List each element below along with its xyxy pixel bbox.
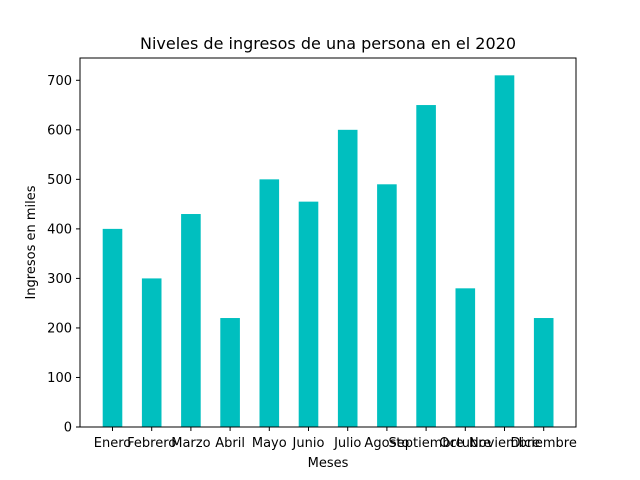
x-axis-label: Meses	[308, 456, 349, 471]
bar-enero	[102, 228, 123, 427]
bar-noviembre	[494, 75, 515, 427]
x-tick-label-abril: Abril	[215, 436, 245, 451]
y-tick-label: 0	[64, 421, 72, 436]
bar-marzo	[181, 214, 201, 427]
bar-febrero	[141, 278, 162, 427]
x-tick-label-noviembre: Noviembre	[469, 436, 540, 451]
bar-mayo	[259, 179, 280, 427]
chart-title: Niveles de ingresos de una persona en el…	[140, 34, 516, 53]
y-tick-label: 400	[47, 222, 72, 237]
y-axis-label: Ingresos en miles	[24, 185, 39, 299]
x-tick-label-diciembre: Diciembre	[511, 436, 577, 451]
plot-frame	[79, 57, 577, 428]
bars-group	[102, 75, 554, 428]
x-tick-label-julio: Julio	[333, 436, 361, 451]
bar-junio	[298, 201, 319, 427]
y-tick-label: 200	[47, 321, 72, 336]
bar-diciembre	[533, 318, 554, 427]
x-tick-label-octubre: Octubre	[439, 436, 491, 451]
y-tick-label: 100	[47, 371, 72, 386]
x-tick-label-enero: Enero	[94, 436, 132, 451]
x-tick-label-febrero: Febrero	[127, 436, 176, 451]
y-tick-label: 300	[47, 272, 72, 287]
bar-julio	[337, 129, 358, 427]
bar-octubre	[455, 288, 476, 427]
x-tick-label-junio: Junio	[292, 436, 325, 451]
y-tick-label: 700	[47, 74, 72, 89]
bar-abril	[220, 318, 240, 427]
x-tick-label-mayo: Mayo	[252, 436, 287, 451]
bar-agosto	[377, 184, 397, 427]
bar-septiembre	[416, 105, 436, 428]
y-tick-label: 500	[47, 173, 72, 188]
y-axis-ticks: 0 100 200 300 400 500 600 700	[47, 74, 80, 436]
y-tick-label: 600	[47, 123, 72, 138]
x-tick-label-agosto: Agosto	[364, 436, 409, 451]
x-tick-label-marzo: Marzo	[171, 436, 210, 451]
x-tick-label-septiembre: Septiembre	[389, 436, 464, 451]
